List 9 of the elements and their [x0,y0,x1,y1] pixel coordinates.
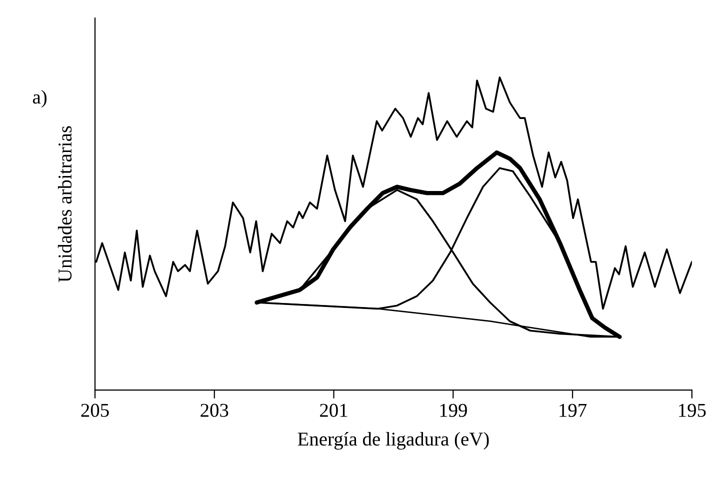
x-tick-label: 205 [81,404,109,417]
x-tick-label: 201 [320,404,348,417]
text: a) [32,90,47,108]
x-tick-label: 203 [200,404,228,417]
x-tick-label: 195 [679,404,706,417]
x-tick-label: 197 [560,404,587,417]
x-axis-title: Energía de ligadura (eV) [298,432,489,450]
x-tick-label: 199 [440,404,467,417]
y-axis-title: Unidades arbitrarias [58,126,72,282]
